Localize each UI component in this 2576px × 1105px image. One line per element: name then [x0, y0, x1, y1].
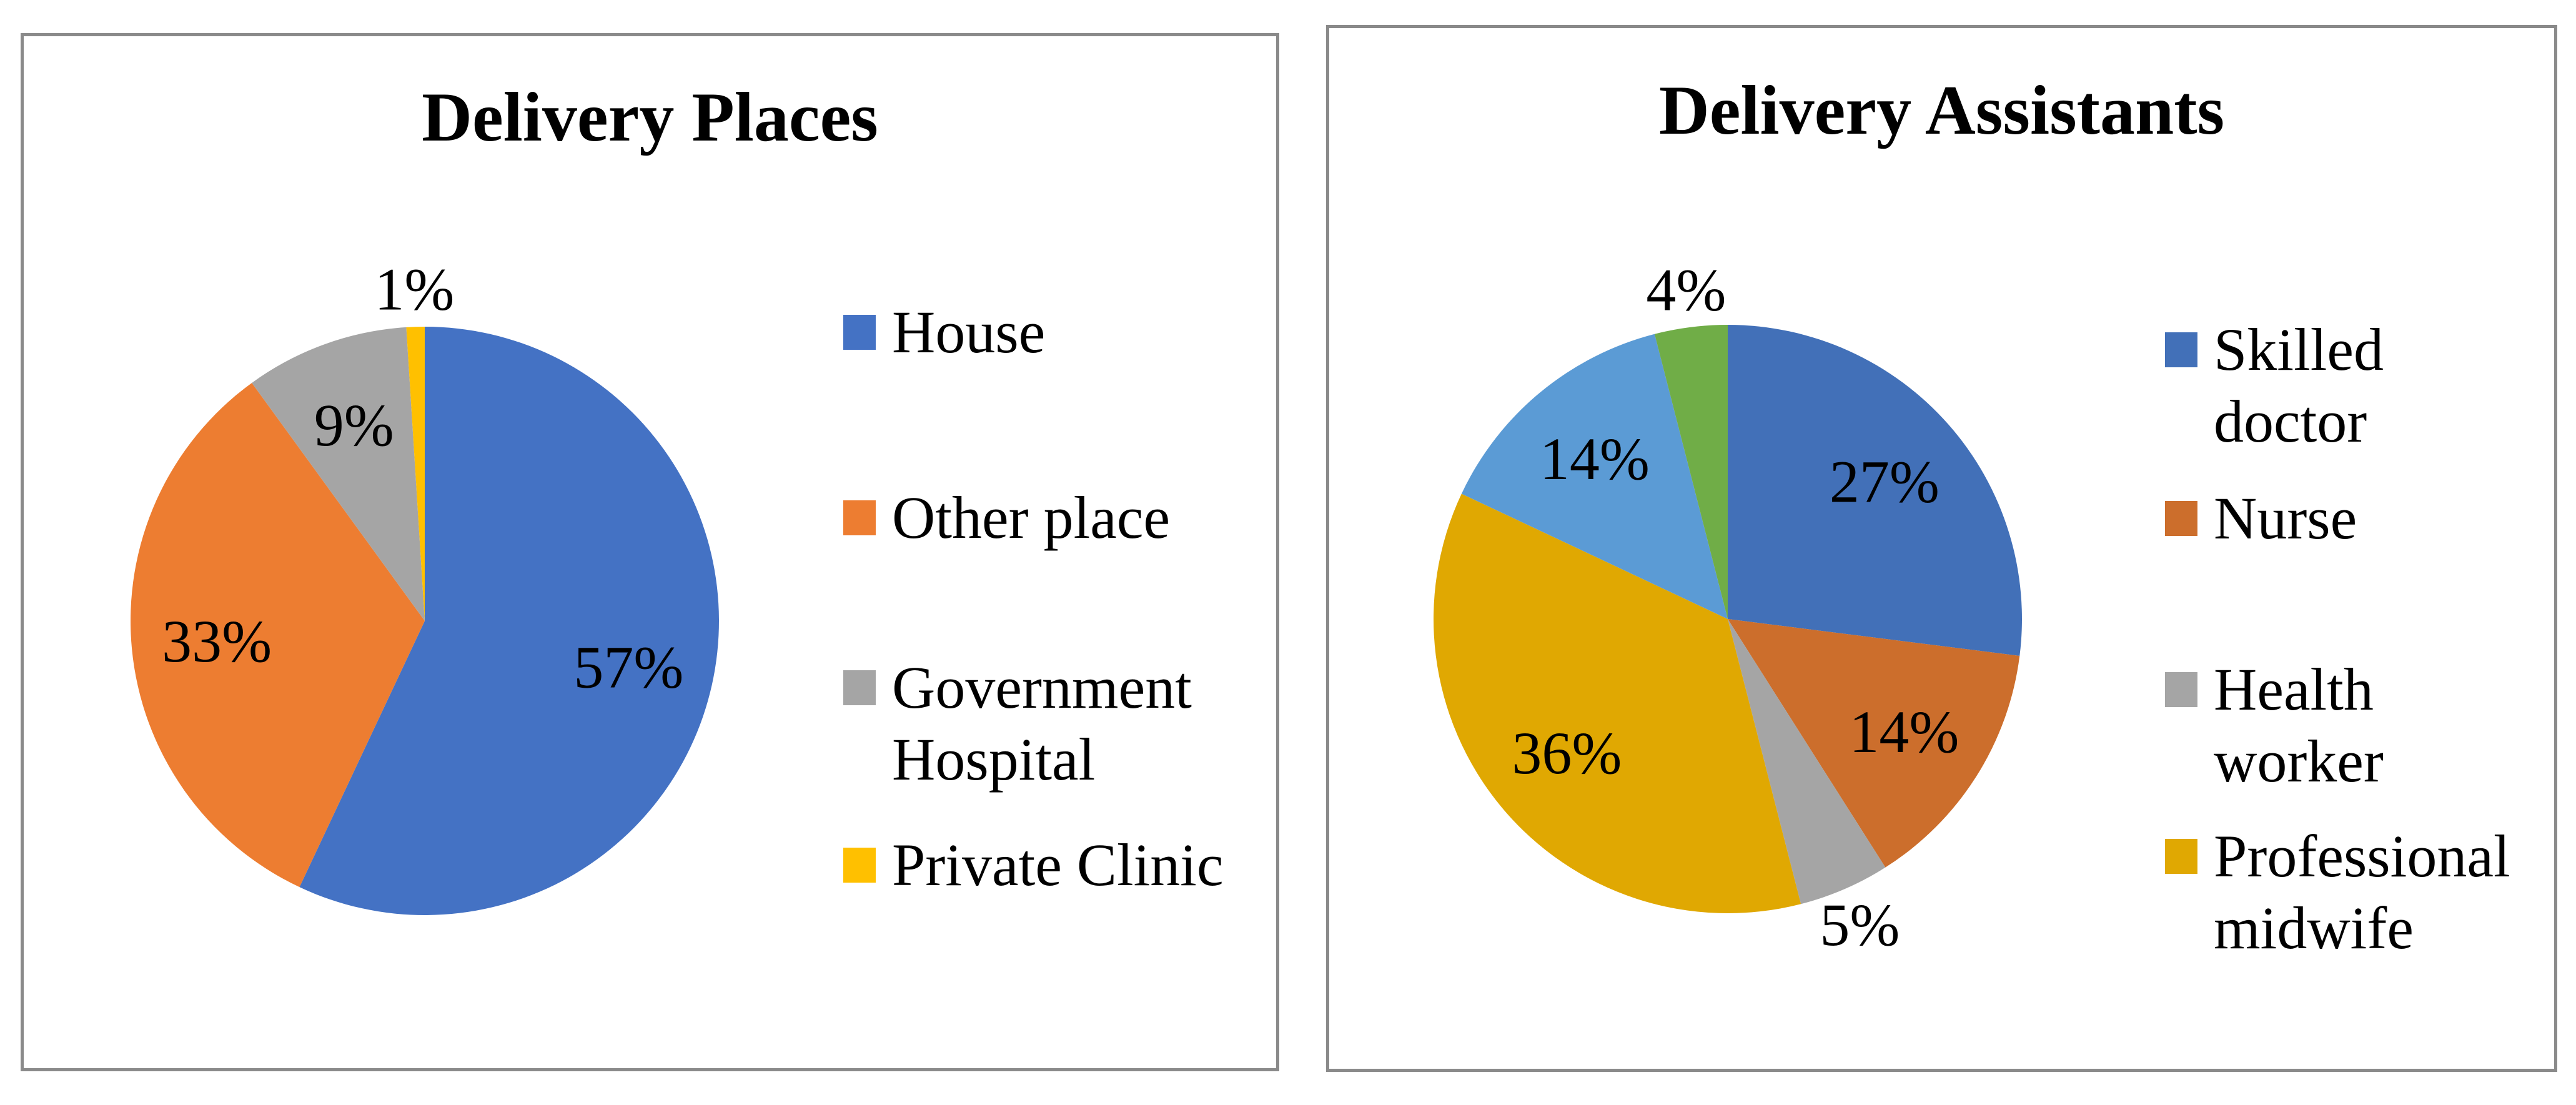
pie-slice — [299, 327, 719, 915]
legend-label: Skilled doctor — [2214, 316, 2384, 455]
legend-swatch — [2165, 672, 2197, 707]
legend-swatch — [843, 670, 876, 705]
pie-slice — [1434, 493, 1801, 914]
legend-swatch — [843, 315, 876, 350]
data-label: 27% — [1830, 448, 1939, 515]
plot-area: Delivery Assistants 27% 14% 5% 36% 14% 4% Ski… — [1329, 28, 2554, 1069]
data-label: 4% — [1646, 257, 1726, 324]
pie-slice — [406, 327, 425, 621]
data-label: 14% — [1540, 425, 1650, 492]
legend-label: Private Clinic — [892, 831, 1224, 898]
legend-item: Skilled doctor — [2165, 314, 2526, 457]
legend-swatch — [2165, 332, 2197, 367]
pie-slice — [1728, 619, 2020, 868]
legend-swatch — [843, 848, 876, 883]
legend-item: Other place — [843, 482, 1279, 553]
chart-panel-delivery-places: Delivery Places 57% 33% 9% 1% House Other p… — [21, 33, 1279, 1071]
data-label: 57% — [573, 634, 683, 701]
data-label: 5% — [1820, 891, 1900, 958]
pie-slice — [252, 327, 425, 621]
pie-slice — [1728, 325, 2022, 657]
chart-title: Delivery Assistants — [1658, 72, 2225, 149]
data-label: 14% — [1849, 698, 1959, 765]
plot-area: Delivery Places 57% 33% 9% 1% House Other p… — [24, 36, 1276, 1068]
pie-slice — [1654, 325, 1728, 619]
legend-item: Professional midwife — [2165, 820, 2526, 964]
data-label: 33% — [162, 608, 272, 675]
legend-swatch — [2165, 501, 2197, 536]
pie-slice — [130, 382, 425, 888]
legend-label: House — [892, 299, 1046, 365]
legend-item: House — [843, 296, 1279, 368]
pie-chart: 57% 33% 9% 1% — [130, 256, 719, 915]
legend-label: Government Hospital — [892, 654, 1192, 793]
legend-label: Nurse — [2214, 485, 2357, 552]
data-label: 36% — [1512, 720, 1622, 786]
legend-swatch — [2165, 839, 2197, 874]
data-label: 1% — [374, 256, 454, 323]
pie-slice — [1728, 619, 1886, 904]
legend-label: Health worker — [2214, 656, 2384, 795]
legend-item: Government Hospital — [843, 652, 1279, 795]
chart-title: Delivery Places — [422, 79, 878, 156]
legend-item: Private Clinic — [843, 829, 1279, 901]
chart-panel-delivery-assistants: Delivery Assistants 27% 14% 5% 36% 14% 4% Ski… — [1326, 25, 2557, 1072]
legend-label: Other place — [892, 484, 1171, 551]
legend-swatch — [843, 500, 876, 535]
legend-item: Health worker — [2165, 653, 2526, 797]
data-label: 9% — [314, 392, 394, 458]
legend-item: Nurse — [2165, 482, 2526, 554]
pie-slice — [1461, 334, 1728, 619]
legend-label: Professional midwife — [2214, 823, 2510, 961]
pie-chart: 27% 14% 5% 36% 14% 4% — [1434, 257, 2022, 958]
